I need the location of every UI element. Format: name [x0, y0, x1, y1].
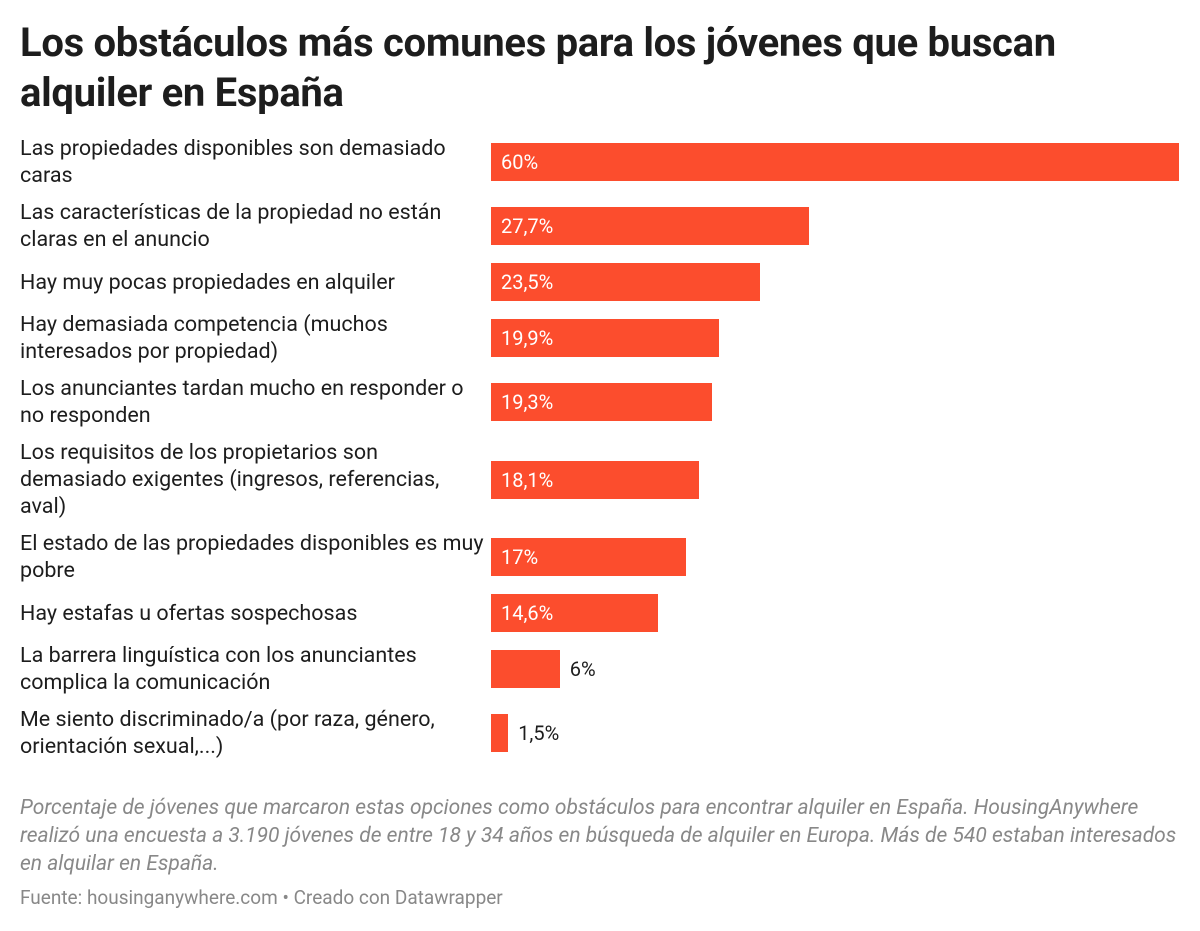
- bar-row: Las características de la propiedad no e…: [20, 194, 1180, 258]
- bar-row: Hay muy pocas propiedades en alquiler 23,…: [20, 258, 1180, 306]
- value-label: 14,6%: [501, 601, 554, 625]
- category-label: Los anunciantes tardan mucho en responde…: [20, 376, 464, 428]
- value-label: 1,5%: [518, 721, 560, 745]
- bar-area: 1,5%: [491, 714, 1179, 752]
- chart-source: Fuente: housinganywhere.com • Creado con…: [20, 886, 503, 909]
- bar-area: 27,7%: [491, 207, 1179, 245]
- category-label: Las propiedades disponibles son demasiad…: [20, 136, 446, 188]
- category-label: Hay demasiada competencia (muchos intere…: [20, 312, 388, 364]
- bar: [491, 383, 713, 421]
- value-label: 19,9%: [501, 326, 554, 350]
- value-label: 23,5%: [501, 270, 554, 294]
- bar-rows: Las propiedades disponibles son demasiad…: [20, 130, 1180, 765]
- category-label: Hay estafas u ofertas sospechosas: [20, 600, 358, 626]
- bar-row: Las propiedades disponibles son demasiad…: [20, 130, 1180, 194]
- chart-title: Los obstáculos más comunes para los jóve…: [20, 19, 1056, 116]
- value-label: 17%: [501, 545, 539, 569]
- bar: [491, 207, 809, 245]
- bar-row: Me siento discriminado/a (por raza, géne…: [20, 701, 1180, 765]
- bar: [491, 263, 761, 301]
- bar: [491, 594, 659, 632]
- bar-row: Los anunciantes tardan mucho en responde…: [20, 370, 1180, 434]
- bar: [491, 538, 686, 576]
- bar: [491, 714, 509, 752]
- bar-area: 14,6%: [491, 594, 1179, 632]
- bar: [491, 650, 560, 688]
- value-label: 60%: [501, 150, 539, 174]
- bar: [491, 319, 720, 357]
- bar: [491, 460, 699, 499]
- category-label: Los requisitos de los propietarios son d…: [20, 440, 440, 519]
- category-label: Me siento discriminado/a (por raza, géne…: [20, 707, 435, 759]
- category-label: El estado de las propiedades disponibles…: [20, 531, 484, 583]
- category-label: Las características de la propiedad no e…: [20, 200, 442, 252]
- bar-area: 19,9%: [491, 319, 1179, 357]
- bar-row: Hay estafas u ofertas sospechosas 14,6%: [20, 589, 1180, 637]
- bar-area: 60%: [491, 143, 1179, 181]
- bar-area: 19,3%: [491, 383, 1179, 421]
- bar-area: 23,5%: [491, 263, 1179, 301]
- chart-notes: Porcentaje de jóvenes que marcaron estas…: [20, 796, 1177, 876]
- value-label: 27,7%: [501, 214, 554, 238]
- bar-row: El estado de las propiedades disponibles…: [20, 525, 1180, 589]
- bar-area: 17%: [491, 538, 1179, 576]
- bar-row: La barrera linguística con los anunciant…: [20, 637, 1180, 701]
- bar-area: 6%: [491, 650, 1179, 688]
- bar-row: Los requisitos de los propietarios son d…: [20, 434, 1180, 525]
- bar-row: Hay demasiada competencia (muchos intere…: [20, 306, 1180, 370]
- value-label: 6%: [569, 657, 596, 681]
- bar-area: 18,1%: [491, 460, 1179, 499]
- bar: [491, 143, 1179, 181]
- value-label: 18,1%: [501, 467, 554, 492]
- category-label: La barrera linguística con los anunciant…: [20, 643, 417, 695]
- category-label: Hay muy pocas propiedades en alquiler: [20, 269, 395, 295]
- value-label: 19,3%: [501, 390, 554, 414]
